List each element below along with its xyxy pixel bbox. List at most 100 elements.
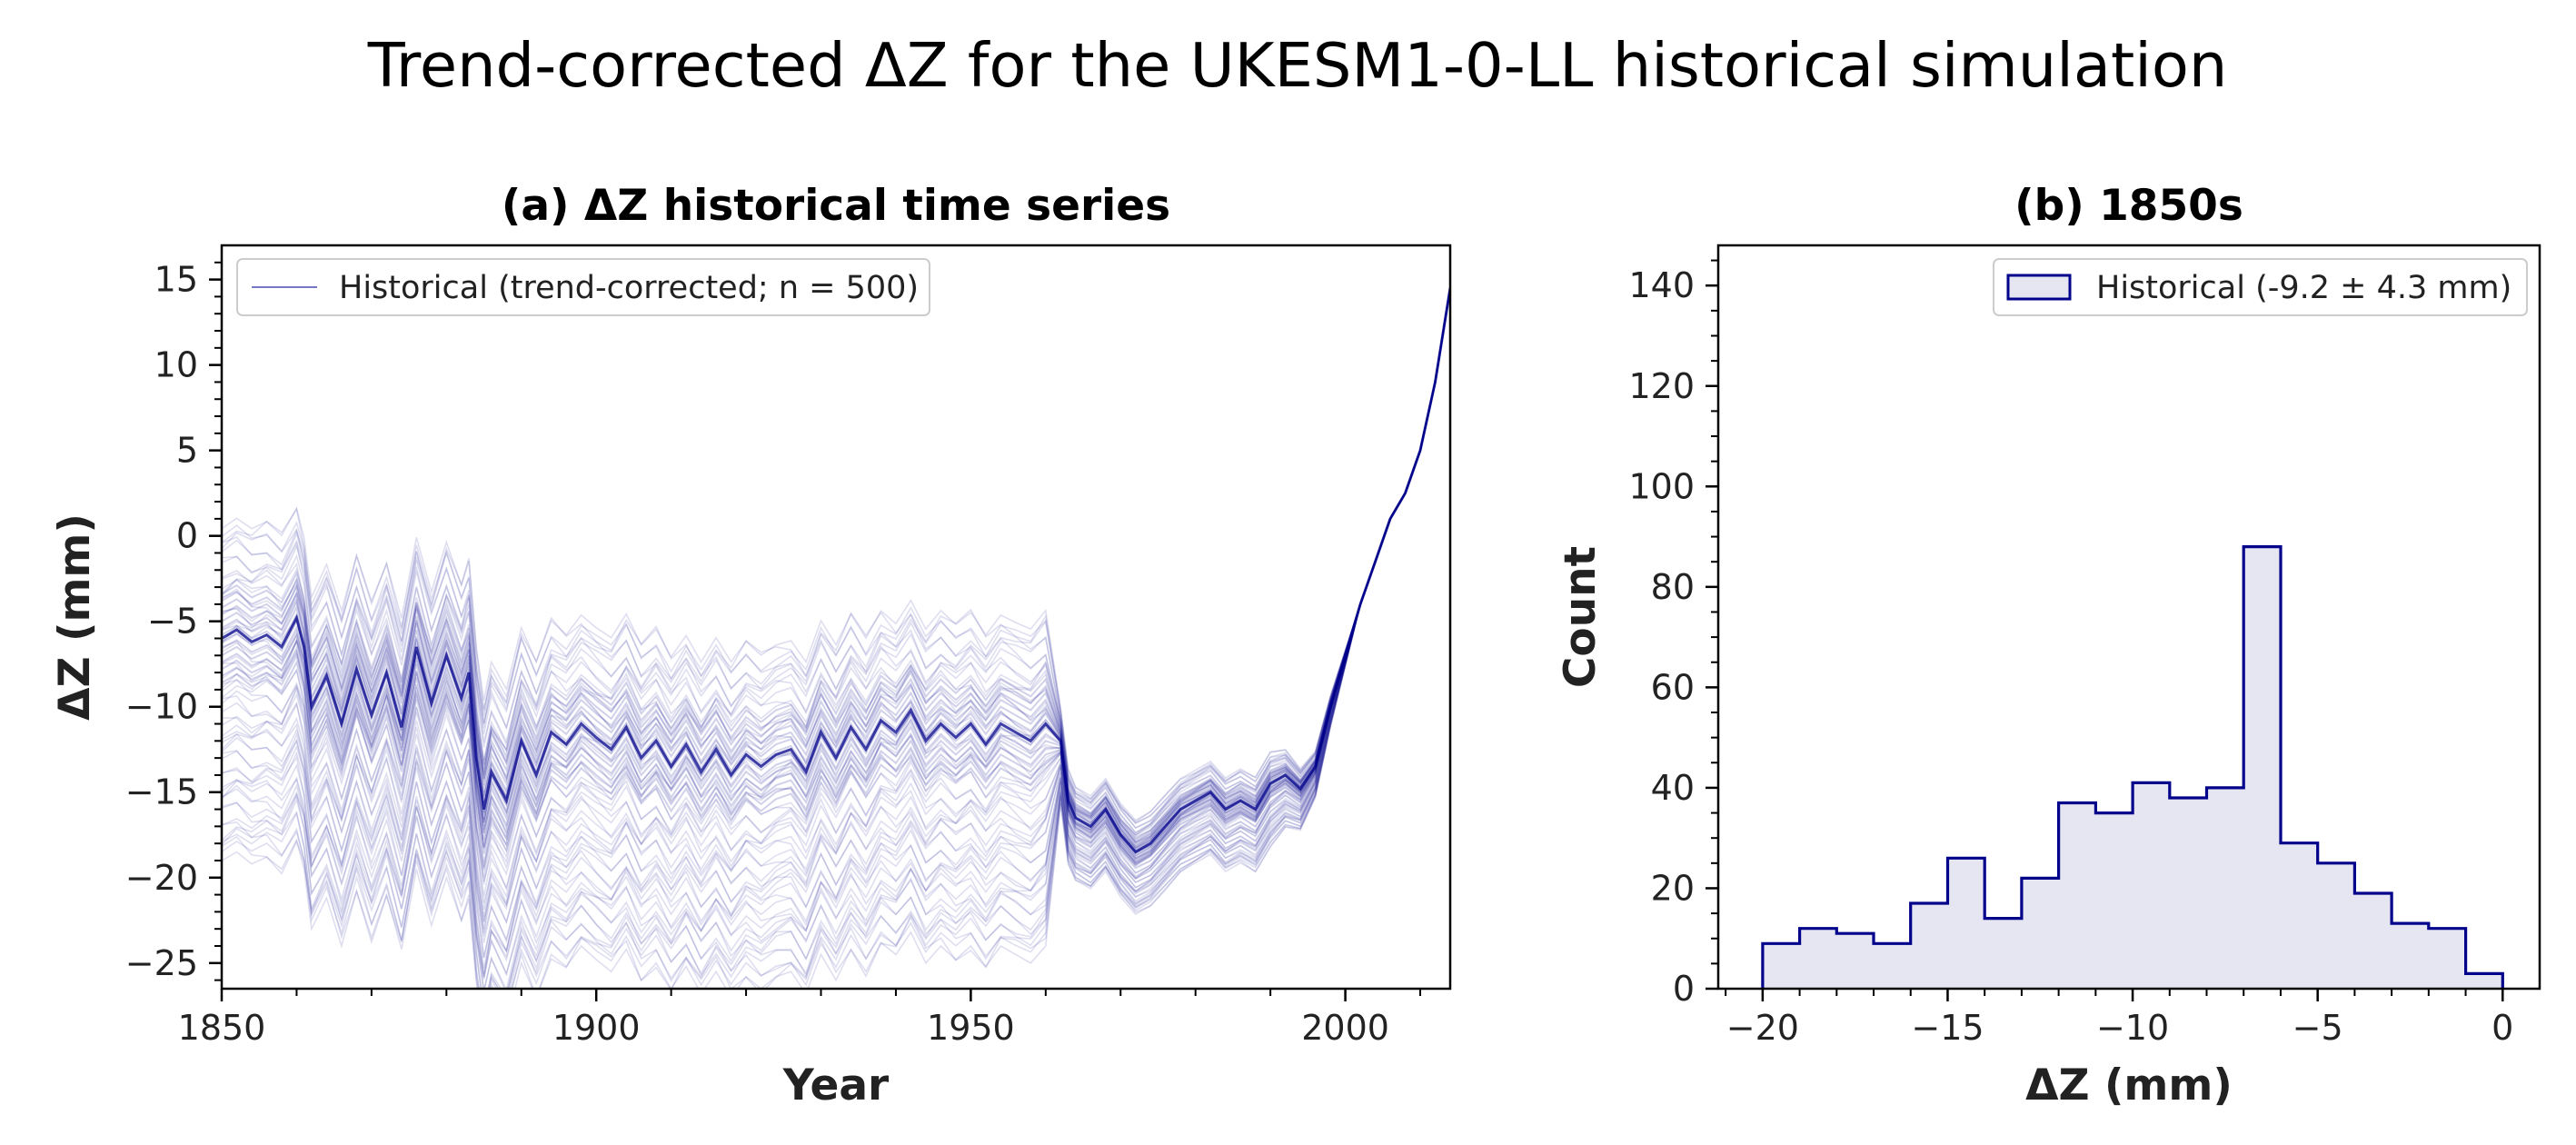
ensemble-line [222,287,1450,989]
median-line [222,287,1450,854]
ensemble-line [222,287,1450,974]
histogram-bar [2243,547,2281,989]
panel-b-xlabel: ΔZ (mm) [2025,1060,2233,1110]
ensemble-line [222,287,1450,989]
histogram-bar [2207,788,2244,989]
ensemble-line [222,287,1450,891]
ensemble-line [222,287,1450,843]
y-tick-label: 20 [1651,868,1695,908]
histogram-bar [2133,782,2170,989]
ensemble-line [222,287,1450,981]
ensemble-line [222,287,1450,969]
ensemble-line [222,287,1450,834]
y-tick-label: 0 [1673,969,1695,1009]
histogram-bar [1874,943,1911,989]
ensemble-line [222,287,1450,989]
histogram-bar [2281,843,2318,989]
panel-a-y-ticks: 15 10 5 0 −5 −10 −15 −20 −25 [125,260,222,983]
ensemble-line [222,287,1450,863]
panel-b: (b) 1850s −20 −15 −10 −5 0 0 20 40 60 80 100 120 14… [1556,181,2541,1110]
ensemble-line [222,287,1450,841]
ensemble-line [222,287,1450,977]
ensemble-line [222,287,1450,989]
ensemble-line [222,287,1450,989]
y-tick-label: 120 [1628,366,1695,406]
ensemble-line [222,287,1450,837]
histogram-bar [2392,923,2429,989]
ensemble-line [222,287,1450,859]
ensemble-line [222,287,1450,864]
panel-b-frame [1716,244,2541,991]
panel-b-x-ticks: −20 −15 −10 −5 0 [1725,989,2513,1048]
histogram-bar [1836,933,1874,989]
histogram-bar [2466,973,2503,989]
histogram-bar [2354,893,2392,989]
ensemble-line [222,287,1450,864]
y-tick-label: 40 [1651,768,1695,808]
ensemble-line [222,287,1450,959]
ensemble-line [222,287,1450,857]
ensemble-line [222,287,1450,856]
ensemble-line [222,287,1450,925]
y-tick-label: −20 [125,858,198,898]
panel-a-ylabel: ΔZ (mm) [50,513,100,721]
ensemble-line [222,287,1450,851]
ensemble-line [222,287,1450,958]
x-tick-label: −5 [2293,1008,2343,1048]
ensemble-line [222,287,1450,870]
ensemble-line [222,287,1450,834]
ensemble-line [222,287,1450,989]
legend-label: Historical (trend-corrected; n = 500) [339,270,919,306]
ensemble-line [222,287,1450,878]
y-tick-label: 10 [154,345,198,385]
ensemble-line [222,287,1450,845]
y-tick-label: −15 [125,772,198,812]
ensemble-line [222,287,1450,861]
ensemble-line [222,287,1450,874]
ensemble-line [222,287,1450,897]
histogram-outline [1761,545,2504,990]
ensemble-line [222,287,1450,821]
ensemble-line [222,287,1450,849]
histogram-bar [2022,878,2059,989]
x-tick-label: 1850 [178,1008,266,1048]
ensemble-line [222,287,1450,922]
histogram-bar [2318,863,2355,989]
ensemble-line [222,287,1450,840]
ensemble-line [222,287,1450,836]
x-tick-label: −10 [2096,1008,2169,1048]
ensemble-line [222,287,1450,866]
ensemble-line [222,287,1450,824]
panel-a-xlabel: Year [782,1060,890,1110]
histogram-bar [2170,798,2207,989]
legend-patch-swatch [2006,274,2072,301]
panel-b-ylabel: Count [1556,546,1606,688]
ensemble-line [222,287,1450,839]
ensemble-line [222,287,1450,850]
legend-label: Historical (-9.2 ± 4.3 mm) [2096,270,2511,306]
ensemble-lines [222,287,1450,989]
y-tick-label: −5 [147,602,198,642]
ensemble-line [222,287,1450,989]
histogram-bar [2059,803,2096,990]
ensemble-line [222,287,1450,866]
ensemble-line [222,287,1450,943]
y-tick-label: −25 [125,943,198,983]
ensemble-line [222,287,1450,933]
histogram-bar [1911,903,1948,989]
panel-a-frame [220,244,1452,991]
y-tick-label: 60 [1651,667,1695,707]
ensemble-line [222,287,1450,861]
ensemble-line [222,287,1450,918]
ensemble-line [222,287,1450,944]
ensemble-line [222,287,1450,862]
ensemble-line [222,287,1450,978]
y-tick-label: 100 [1628,466,1695,506]
ensemble-line [222,287,1450,836]
histogram-fill [1762,546,2503,989]
histogram-bar [2095,813,2133,989]
y-tick-label: 15 [154,260,198,300]
panel-a: (a) ΔZ historical time series 1850 1900 19… [50,181,1452,1110]
x-tick-label: 2000 [1301,1008,1389,1048]
